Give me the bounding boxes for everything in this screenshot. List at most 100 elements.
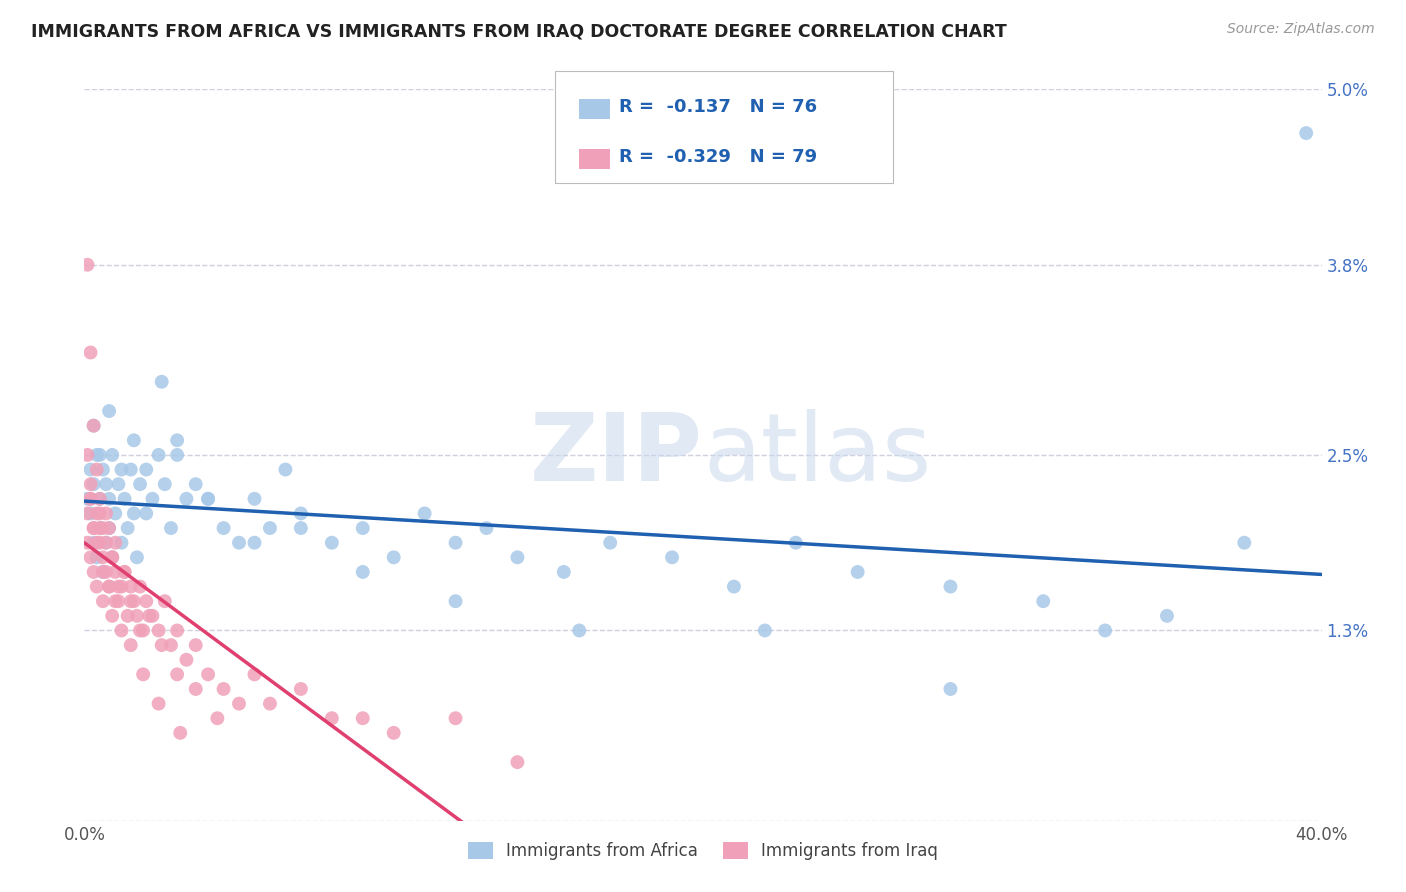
Point [197,491,219,506]
Point [352,711,374,725]
Point [150,375,173,389]
Point [83,521,105,535]
Point [135,594,157,608]
Point [413,507,436,521]
Point [91,462,114,476]
Text: ZIP: ZIP [530,409,703,501]
Point [120,638,142,652]
Point [599,535,621,549]
Point [91,594,114,608]
Point [444,535,467,549]
Point [79,345,101,359]
Point [228,535,250,549]
Point [101,550,124,565]
Point [117,608,139,623]
Point [98,521,121,535]
Point [274,462,297,476]
Point [129,477,152,491]
Point [104,594,127,608]
Point [110,535,132,549]
Point [98,580,121,594]
Point [114,565,136,579]
Point [83,418,105,433]
Point [89,507,111,521]
Point [723,580,745,594]
Point [94,535,117,549]
Point [76,448,98,462]
Point [94,535,117,549]
Point [89,535,111,549]
Point [86,448,108,462]
Point [94,565,117,579]
Point [506,755,529,769]
Point [1032,594,1054,608]
Point [94,507,117,521]
Point [184,638,207,652]
Point [212,681,235,696]
Point [89,491,111,506]
Point [184,681,207,696]
Point [79,550,101,565]
Point [135,507,157,521]
Point [444,594,467,608]
Point [110,624,132,638]
Point [939,681,962,696]
Point [444,711,467,725]
Text: R =  -0.137   N = 76: R = -0.137 N = 76 [619,98,817,116]
Point [321,535,343,549]
Point [290,507,312,521]
Point [107,594,129,608]
Point [207,711,229,725]
Point [76,535,98,549]
Point [148,697,170,711]
Point [120,462,142,476]
Point [107,580,129,594]
Point [91,550,114,565]
Point [86,580,108,594]
Point [939,580,962,594]
Point [94,477,117,491]
Point [98,404,121,418]
Point [120,580,142,594]
Point [83,521,105,535]
Point [114,491,136,506]
Point [76,491,98,506]
Point [197,667,219,681]
Point [83,418,105,433]
Point [122,434,145,448]
Point [141,608,163,623]
Point [91,565,114,579]
Point [83,477,105,491]
Point [89,448,111,462]
Point [125,550,148,565]
Point [132,667,155,681]
Point [89,521,111,535]
Point [114,565,136,579]
Point [104,535,127,549]
Point [138,608,160,623]
Point [86,535,108,549]
Point [176,653,198,667]
Text: atlas: atlas [703,409,931,501]
Point [212,521,235,535]
Point [91,565,114,579]
Point [86,507,108,521]
Point [568,624,591,638]
Point [110,580,132,594]
Point [160,638,183,652]
Point [1094,624,1116,638]
Point [107,477,129,491]
Point [846,565,869,579]
Point [153,477,176,491]
Point [197,491,219,506]
Point [122,594,145,608]
Point [91,521,114,535]
Point [166,624,188,638]
Point [1156,608,1178,623]
Legend: Immigrants from Africa, Immigrants from Iraq: Immigrants from Africa, Immigrants from … [461,836,945,867]
Point [101,550,124,565]
Point [132,624,155,638]
Point [785,535,807,549]
Point [83,565,105,579]
Point [101,608,124,623]
